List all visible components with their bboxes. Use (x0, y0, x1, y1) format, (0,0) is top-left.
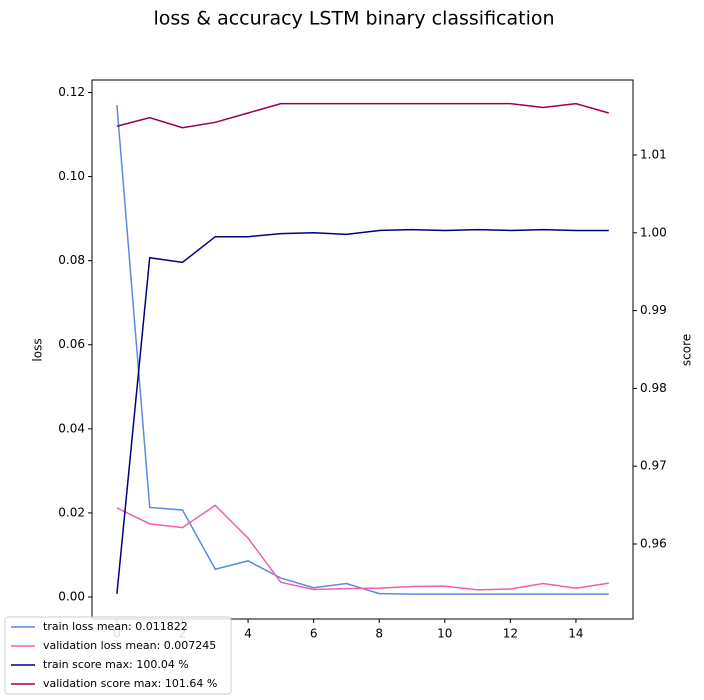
x-tick-label: 6 (310, 627, 318, 641)
plot-frame (91, 79, 634, 620)
y-tick-label: 0.12 (58, 85, 85, 99)
y-tick-label: 0.06 (58, 337, 85, 351)
series-line (116, 105, 609, 595)
y-tick-label: 0.00 (58, 590, 85, 604)
y2-tick-label: 0.96 (640, 537, 667, 551)
series-line (116, 504, 609, 591)
legend-label: validation loss mean: 0.007245 (43, 639, 216, 652)
y-axis-label: loss (31, 338, 45, 361)
y2-tick-label: 1.00 (640, 225, 667, 239)
x-tick-label: 8 (375, 627, 383, 641)
chart-title: loss & accuracy LSTM binary classificati… (153, 8, 554, 30)
y2-tick-label: 1.01 (640, 147, 667, 161)
y-tick-label: 0.08 (58, 253, 85, 267)
y-tick-label: 0.10 (58, 169, 85, 183)
x-tick-label: 14 (568, 627, 583, 641)
y2-axis-label: score (680, 334, 694, 366)
y2-tick-label: 0.99 (640, 303, 667, 317)
y2-tick-label: 0.98 (640, 381, 667, 395)
legend-box (4, 616, 232, 695)
x-tick-label: 4 (244, 627, 252, 641)
y2-tick-label: 0.97 (640, 459, 667, 473)
legend-label: train loss mean: 0.011822 (43, 620, 188, 633)
series-line (116, 102, 609, 129)
x-tick-label: 10 (437, 627, 452, 641)
series-line (116, 228, 609, 594)
y-tick-label: 0.04 (58, 421, 85, 435)
legend-label: train score max: 100.04 % (43, 658, 189, 671)
y-tick-label: 0.02 (58, 505, 85, 519)
x-tick-label: 12 (503, 627, 518, 641)
legend-label: validation score max: 101.64 % (43, 677, 217, 690)
